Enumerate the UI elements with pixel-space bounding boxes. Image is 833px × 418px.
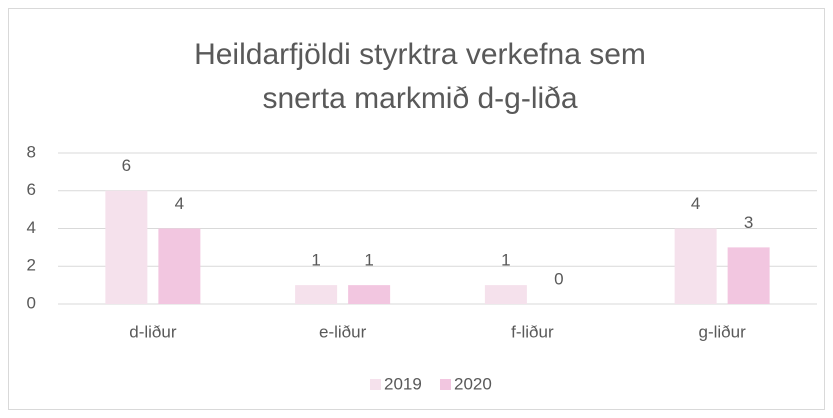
data-label: 1 bbox=[311, 251, 320, 270]
bar bbox=[484, 285, 527, 304]
y-tick-label: 6 bbox=[27, 180, 36, 199]
legend-label: 2019 bbox=[384, 374, 422, 393]
data-label: 1 bbox=[364, 251, 373, 270]
x-tick-label: f-liður bbox=[511, 322, 554, 341]
data-label: 4 bbox=[691, 194, 700, 213]
bar bbox=[348, 285, 391, 304]
x-tick-label: d-liður bbox=[129, 322, 177, 341]
legend-label: 2020 bbox=[454, 374, 492, 393]
data-label: 1 bbox=[501, 251, 510, 270]
data-label: 0 bbox=[554, 269, 563, 288]
bar bbox=[674, 228, 717, 304]
y-tick-label: 2 bbox=[27, 256, 36, 275]
data-label: 4 bbox=[175, 194, 184, 213]
bar bbox=[295, 285, 338, 304]
x-tick-label: g-liður bbox=[699, 322, 747, 341]
y-tick-label: 4 bbox=[27, 218, 36, 237]
x-tick-label: e-liður bbox=[319, 322, 367, 341]
bar bbox=[158, 228, 201, 304]
bar bbox=[105, 190, 148, 304]
legend-swatch bbox=[440, 379, 451, 390]
chart-title: snerta markmið d-g-liða bbox=[262, 82, 577, 115]
chart-title: Heildarfjöldi styrktra verkefna sem bbox=[194, 38, 646, 71]
y-tick-label: 8 bbox=[27, 142, 36, 161]
data-label: 6 bbox=[122, 156, 131, 175]
bar bbox=[727, 247, 770, 304]
data-label: 3 bbox=[744, 213, 753, 232]
y-tick-label: 0 bbox=[27, 293, 36, 312]
legend-swatch bbox=[370, 379, 381, 390]
